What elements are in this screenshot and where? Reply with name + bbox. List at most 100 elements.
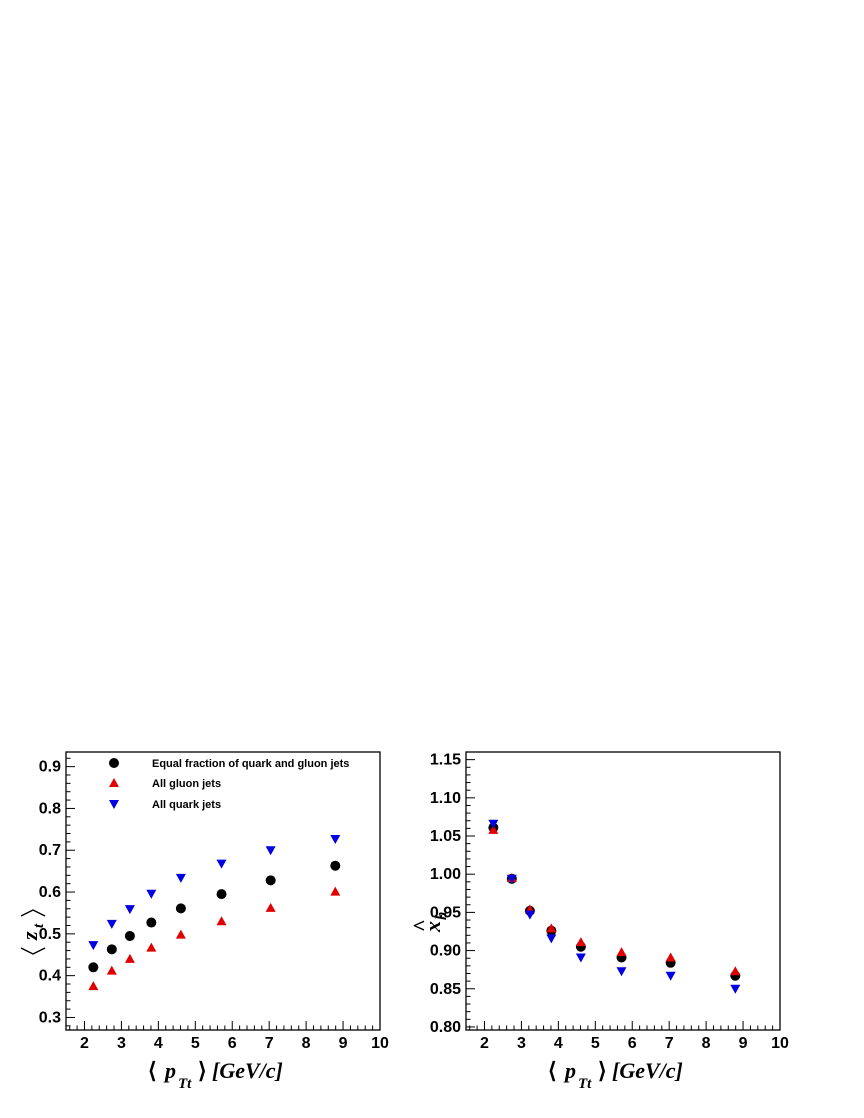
left-ylabel-open-angle: [20, 947, 46, 955]
data-point-triangle-up: [488, 824, 499, 834]
left-axis-ticks: [66, 757, 381, 1030]
x-tick-label: 2: [480, 1035, 489, 1052]
left-xlabel-sub: Tt: [178, 1076, 192, 1092]
right-xlabel-sub: Tt: [578, 1076, 592, 1092]
y-tick-label: 0.7: [39, 842, 61, 859]
data-point-triangle-down: [124, 905, 135, 915]
left-legend: Equal fraction of quark and gluon jets Al…: [109, 758, 349, 811]
legend-marker-triangle-up: [109, 778, 119, 787]
x-tick-label: 4: [154, 1035, 163, 1052]
right-ylabel-hat: ^: [408, 919, 433, 932]
data-point-triangle-up: [146, 942, 157, 952]
data-point-circle: [216, 889, 227, 900]
data-point-triangle-up: [106, 965, 117, 975]
right-xlabel-close-angle: ⟩: [598, 1058, 607, 1083]
data-point-triangle-up: [265, 902, 276, 912]
data-point-triangle-down: [524, 910, 535, 920]
left-xlabel-main: p: [163, 1058, 176, 1083]
right-xlabel-main: p: [563, 1058, 576, 1083]
right-ylabel-sub: h: [434, 912, 450, 920]
x-tick-label: 6: [628, 1035, 637, 1052]
data-point-triangle-down: [665, 971, 676, 981]
y-tick-label: 1.10: [430, 790, 461, 807]
right-x-axis-title: ⟨ p Tt ⟩ [GeV/c]: [548, 1058, 683, 1092]
x-tick-label: 7: [665, 1035, 674, 1052]
legend-marker-triangle-down: [109, 800, 119, 809]
data-point-triangle-down: [265, 846, 276, 856]
data-point-triangle-down: [216, 859, 227, 869]
data-point-triangle-down: [575, 953, 586, 963]
left-xlabel-open-angle: ⟨: [148, 1058, 157, 1083]
data-point-circle: [265, 875, 276, 886]
data-point-triangle-up: [330, 886, 341, 896]
data-point-triangle-up: [575, 937, 586, 947]
data-point-triangle-down: [88, 941, 99, 951]
left-ylabel-main: z: [17, 931, 42, 941]
right-plot-frame: [465, 751, 781, 1031]
x-tick-label: 3: [517, 1035, 526, 1052]
data-point-triangle-down: [175, 873, 186, 883]
left-xlabel-unit: [GeV/c]: [212, 1058, 283, 1083]
left-ylabel-sub: t: [31, 923, 47, 928]
x-tick-label: 2: [80, 1035, 89, 1052]
y-tick-label: 1.05: [430, 828, 461, 845]
y-tick-label: 0.85: [430, 981, 461, 998]
data-point-triangle-up: [730, 966, 741, 976]
data-point-triangle-up: [175, 929, 186, 939]
y-tick-label: 1.15: [430, 752, 461, 769]
data-point-triangle-down: [330, 834, 341, 844]
data-point-triangle-up: [665, 952, 676, 962]
right-y-axis-title: x ^ h: [408, 912, 450, 933]
x-tick-label: 5: [191, 1035, 200, 1052]
y-tick-label: 0.8: [39, 800, 61, 817]
left-y-axis-title: z t: [17, 909, 47, 955]
y-tick-label: 0.3: [39, 1009, 61, 1026]
data-point-circle: [146, 917, 157, 928]
x-tick-label: 5: [591, 1035, 600, 1052]
data-point-triangle-up: [546, 923, 557, 933]
y-tick-label: 0.6: [39, 884, 61, 901]
left-panel: 2 3 4 5 6 7 8 9 10 0.3 0.4 0.5 0.6 0.7 0.8 0.9 Equal fr…: [17, 751, 389, 1092]
data-point-triangle-down: [730, 984, 741, 994]
left-plot-frame: [65, 751, 381, 1031]
data-point-triangle-down: [546, 934, 557, 944]
y-tick-label: 0.90: [430, 943, 461, 960]
left-x-axis-title: ⟨ p Tt ⟩ [GeV/c]: [148, 1058, 283, 1092]
data-point-circle: [106, 944, 117, 955]
data-point-triangle-down: [146, 889, 157, 899]
data-point-triangle-down: [106, 919, 117, 929]
y-tick-label: 0.95: [430, 904, 461, 921]
y-tick-label: 1.00: [430, 866, 461, 883]
data-point-triangle-down: [616, 967, 627, 977]
data-point-triangle-up: [88, 981, 99, 991]
right-tick-labels: 2 3 4 5 6 7 8 9 10 0.80 0.85 0.90 0.95 1.00 1.05 1.10 1.…: [430, 752, 789, 1052]
y-tick-label: 0.80: [430, 1019, 461, 1036]
data-point-circle: [330, 860, 341, 871]
y-tick-label: 0.9: [39, 759, 61, 776]
legend-label: All quark jets: [152, 799, 221, 811]
x-tick-label: 3: [117, 1035, 126, 1052]
legend-label: Equal fraction of quark and gluon jets: [152, 758, 349, 770]
right-panel: 2 3 4 5 6 7 8 9 10 0.80 0.85 0.90 0.95 1.00 1.05 1.10 1.…: [408, 751, 789, 1092]
right-ylabel-main: x: [420, 921, 445, 933]
x-tick-label: 6: [228, 1035, 237, 1052]
x-tick-label: 7: [265, 1035, 274, 1052]
left-data-markers: [88, 834, 341, 991]
data-point-triangle-down: [506, 874, 517, 884]
right-xlabel-unit: [GeV/c]: [612, 1058, 683, 1083]
data-point-circle: [175, 903, 186, 914]
data-point-triangle-up: [124, 953, 135, 963]
data-point-triangle-up: [616, 947, 627, 957]
right-axis-ticks: [466, 751, 781, 1030]
left-ylabel-close-angle: [20, 909, 46, 917]
legend-label: All gluon jets: [152, 778, 221, 790]
data-point-triangle-down: [488, 819, 499, 829]
right-xlabel-open-angle: ⟨: [548, 1058, 557, 1083]
data-point-circle: [88, 962, 99, 973]
data-point-triangle-up: [216, 916, 227, 926]
right-data-markers: [488, 819, 741, 994]
left-tick-labels: 2 3 4 5 6 7 8 9 10 0.3 0.4 0.5 0.6 0.7 0.8 0.9: [39, 759, 389, 1052]
x-tick-label: 9: [739, 1035, 748, 1052]
x-tick-label: 4: [554, 1035, 563, 1052]
